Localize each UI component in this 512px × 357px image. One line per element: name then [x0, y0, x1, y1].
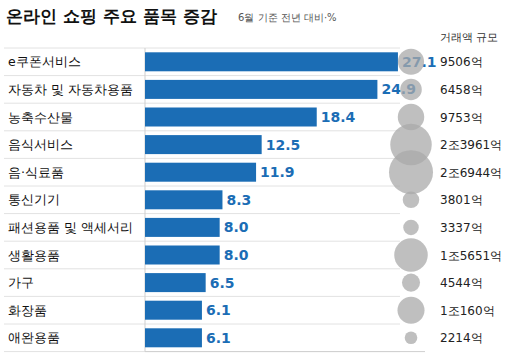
category-label: 화장품: [8, 303, 47, 318]
bar: [145, 163, 256, 182]
data-label: 6.1: [206, 330, 231, 346]
category-label: 자동차 및 자동차용품: [8, 82, 133, 97]
chart: 온라인 쇼핑 주요 품목 증감6월 기준 전년 대비·%e쿠폰서비스27.1자동…: [0, 0, 512, 357]
x-axis-line: [145, 351, 425, 352]
row-separator: [4, 324, 400, 325]
bar: [145, 301, 202, 320]
row-separator: [4, 213, 400, 214]
size-bubble: [397, 297, 424, 324]
data-label: 12.5: [266, 137, 301, 153]
data-label: 6.1: [206, 302, 231, 318]
size-bubble: [403, 220, 418, 235]
bubbles: [389, 49, 433, 344]
size-label: 6458억: [440, 83, 483, 97]
size-label: 3801억: [440, 193, 483, 207]
bar: [145, 108, 317, 127]
row-separator: [4, 241, 400, 242]
category-label: 패션용품 및 액세서리: [8, 220, 133, 235]
category-label: 애완용품: [8, 330, 60, 345]
size-bubble: [402, 274, 420, 292]
row-separator: [4, 75, 400, 76]
size-label: 1조5651억: [440, 249, 502, 263]
category-label: 통신기기: [8, 192, 60, 207]
bar: [145, 52, 398, 71]
data-label: 8.0: [224, 247, 249, 263]
data-label: 8.3: [226, 192, 251, 208]
size-label: 9506억: [440, 55, 483, 69]
size-label: 3337억: [440, 221, 483, 235]
bar: [145, 135, 262, 154]
size-label: 9753억: [440, 111, 483, 125]
data-label: 11.9: [260, 164, 295, 180]
size-label: 2조6944억: [440, 166, 502, 180]
title: 온라인 쇼핑 주요 품목 증감: [6, 6, 217, 26]
row-separator: [4, 186, 400, 187]
data-label: 8.0: [224, 219, 249, 235]
size-label: 2조3961억: [440, 138, 502, 152]
bar: [145, 190, 222, 209]
category-label: 가구: [8, 275, 34, 290]
bar: [145, 328, 202, 347]
category-label: 음식서비스: [8, 137, 73, 152]
category-label: e쿠폰서비스: [8, 54, 81, 69]
size-bubble: [400, 79, 422, 101]
row-separator: [4, 103, 400, 104]
row-separator: [4, 268, 400, 269]
data-label: 6.5: [210, 275, 235, 291]
size-label: 4544억: [440, 276, 483, 290]
row-separator: [4, 130, 400, 131]
row-separator: [4, 48, 400, 49]
size-label: 2214억: [440, 331, 483, 345]
size-bubble: [389, 150, 433, 194]
bar: [145, 80, 377, 99]
size-bubble: [394, 238, 428, 272]
sizes-title: 거래액 규모: [440, 31, 499, 44]
bar: [145, 273, 206, 292]
size-bubble: [405, 331, 418, 344]
size-bubble: [403, 192, 420, 209]
bars: [145, 52, 398, 347]
subtitle: 6월 기준 전년 대비·%: [238, 12, 337, 23]
data-label: 18.4: [321, 109, 356, 125]
bar: [145, 218, 220, 237]
size-label: 1조160억: [440, 304, 495, 318]
category-label: 생활용품: [8, 248, 60, 263]
size-bubble: [398, 49, 424, 75]
category-label: 농축수산물: [8, 110, 73, 125]
category-label: 음·식료품: [8, 165, 64, 180]
row-separator: [4, 296, 400, 297]
row-separator: [4, 158, 400, 159]
bar: [145, 246, 220, 265]
